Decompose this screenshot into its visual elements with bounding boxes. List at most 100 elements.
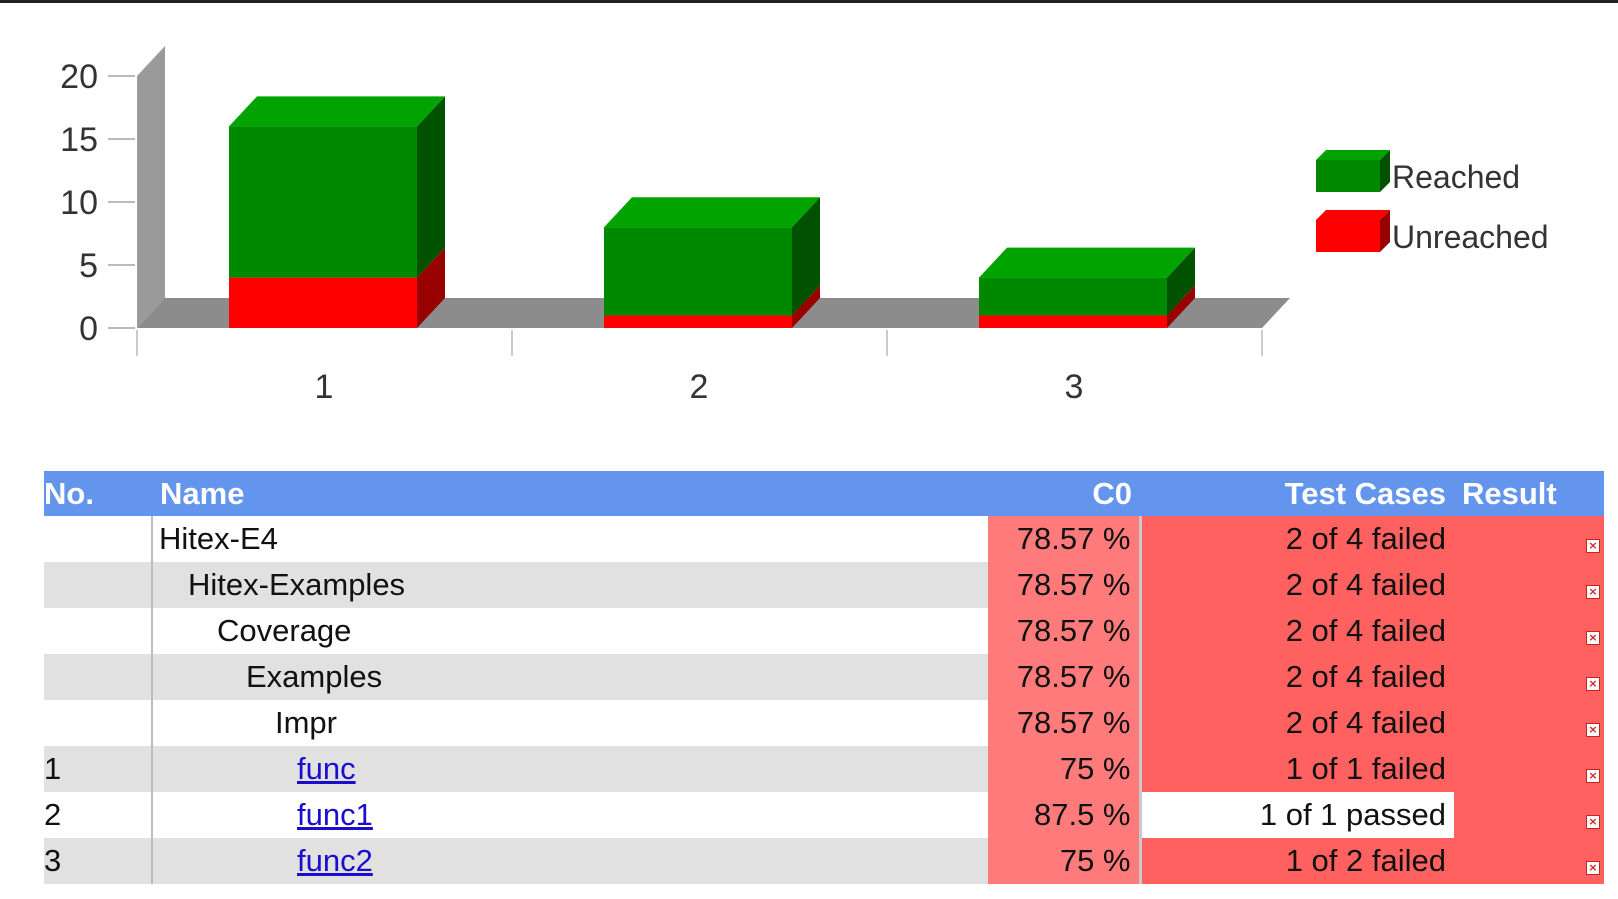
c0-coverage: 78.57 % <box>988 700 1142 746</box>
c0-coverage: 78.57 % <box>988 562 1142 608</box>
legend-unreached-swatch-side <box>1380 210 1390 252</box>
y-tick-label: 0 <box>79 310 98 348</box>
header-name[interactable]: Name <box>152 471 988 516</box>
table-row: Impr 78.57 % 2 of 4 failed × <box>44 700 1604 746</box>
row-number <box>44 654 152 700</box>
result-cell: × <box>1454 792 1604 838</box>
c0-coverage: 75 % <box>988 838 1142 884</box>
result-cell: × <box>1454 516 1604 562</box>
c0-coverage: 78.57 % <box>988 608 1142 654</box>
legend-unreached-label: Unreached <box>1392 219 1549 255</box>
test-cases-status: 2 of 4 failed <box>1140 700 1454 746</box>
fail-icon: × <box>1586 631 1600 645</box>
header-test-cases[interactable]: Test Cases <box>1140 471 1454 516</box>
row-name: Examples <box>246 659 383 694</box>
y-tick-label: 5 <box>79 247 98 285</box>
fail-icon: × <box>1586 723 1600 737</box>
fail-icon: × <box>1586 861 1600 875</box>
function-link[interactable]: func1 <box>297 797 373 832</box>
bar-reached-1-top <box>229 96 445 127</box>
row-number: 2 <box>44 792 152 838</box>
row-number: 3 <box>44 838 152 884</box>
test-cases-status: 1 of 1 failed <box>1140 746 1454 792</box>
bar-unreached-3-side <box>1167 285 1195 328</box>
test-cases-status: 2 of 4 failed <box>1140 562 1454 608</box>
bar-reached-3-top <box>979 247 1195 278</box>
legend-reached-swatch-top <box>1316 150 1390 160</box>
table-row: Hitex-E4 78.57 % 2 of 4 failed × <box>44 516 1604 562</box>
bar-unreached-2-side <box>792 285 820 328</box>
fail-icon: × <box>1586 585 1600 599</box>
c0-coverage: 87.5 % <box>988 792 1142 838</box>
row-number <box>44 700 152 746</box>
fail-icon: × <box>1586 539 1600 553</box>
y-tick-label: 20 <box>60 58 98 96</box>
legend-unreached-swatch-top <box>1316 210 1390 220</box>
x-tick-label: 2 <box>690 368 709 406</box>
bar-reached-3-front <box>979 277 1167 316</box>
bar-reached-1-front <box>229 126 417 278</box>
test-cases-status: 2 of 4 failed <box>1140 516 1454 562</box>
row-name-cell: func <box>151 746 988 792</box>
result-cell: × <box>1454 746 1604 792</box>
table-row: Examples 78.57 % 2 of 4 failed × <box>44 654 1604 700</box>
bar-unreached-1-side <box>417 247 445 328</box>
row-name-cell: Examples <box>151 654 988 700</box>
bar-reached-2-side <box>792 197 820 316</box>
top-border <box>0 0 1618 3</box>
row-name-cell: Hitex-Examples <box>151 562 988 608</box>
row-name-cell: Impr <box>151 700 988 746</box>
result-cell: × <box>1454 654 1604 700</box>
y-tick-label: 10 <box>60 184 98 222</box>
legend-unreached-swatch-front <box>1316 220 1380 252</box>
function-link[interactable]: func <box>297 751 356 786</box>
test-cases-status: 1 of 1 passed <box>1140 792 1454 838</box>
legend-reached-swatch-side <box>1380 150 1390 192</box>
result-cell: × <box>1454 562 1604 608</box>
header-no[interactable]: No. <box>44 471 152 516</box>
bar-unreached-2-front <box>604 315 792 328</box>
bar-unreached-1-front <box>229 277 417 328</box>
fail-icon: × <box>1586 769 1600 783</box>
row-name-cell: Hitex-E4 <box>151 516 988 562</box>
row-name-cell: func1 <box>151 792 988 838</box>
chart-back-wall <box>137 46 165 328</box>
c0-coverage: 78.57 % <box>988 654 1142 700</box>
table-row: Coverage 78.57 % 2 of 4 failed × <box>44 608 1604 654</box>
row-name: Impr <box>275 705 337 740</box>
c0-coverage: 78.57 % <box>988 516 1142 562</box>
test-cases-status: 2 of 4 failed <box>1140 608 1454 654</box>
row-name: Hitex-Examples <box>188 567 406 602</box>
results-table: No. Name C0 Test Cases Result Hitex-E4 78… <box>44 471 1605 884</box>
row-number: 1 <box>44 746 152 792</box>
table-row: Hitex-Examples 78.57 % 2 of 4 failed × <box>44 562 1604 608</box>
header-c0[interactable]: C0 <box>988 471 1140 516</box>
result-cell: × <box>1454 838 1604 884</box>
row-number <box>44 562 152 608</box>
bar-reached-1-side <box>417 96 445 278</box>
row-name-cell: Coverage <box>151 608 988 654</box>
function-link[interactable]: func2 <box>297 843 373 878</box>
fail-icon: × <box>1586 815 1600 829</box>
bar-reached-2-top <box>604 197 820 228</box>
bar-reached-3-side <box>1167 247 1195 316</box>
header-result[interactable]: Result <box>1454 471 1604 516</box>
x-tick-label: 1 <box>315 368 334 406</box>
test-cases-status: 2 of 4 failed <box>1140 654 1454 700</box>
bar-reached-2-front <box>604 227 792 316</box>
fail-icon: × <box>1586 677 1600 691</box>
result-cell: × <box>1454 608 1604 654</box>
row-name: Coverage <box>217 613 352 648</box>
legend-reached-swatch-front <box>1316 160 1380 192</box>
bar-unreached-3-front <box>979 315 1167 328</box>
test-cases-status: 1 of 2 failed <box>1140 838 1454 884</box>
coverage-chart: 0 5 10 15 20 1 2 3 Reached Unreached <box>60 46 1549 406</box>
row-number <box>44 516 152 562</box>
result-cell: × <box>1454 700 1604 746</box>
table-header-row: No. Name C0 Test Cases Result <box>44 471 1604 516</box>
table-row: 2 func1 87.5 % 1 of 1 passed × <box>44 792 1604 838</box>
row-name: Hitex-E4 <box>159 521 278 556</box>
row-name-cell: func2 <box>151 838 988 884</box>
legend-reached-label: Reached <box>1392 159 1520 195</box>
x-tick-label: 3 <box>1065 368 1084 406</box>
